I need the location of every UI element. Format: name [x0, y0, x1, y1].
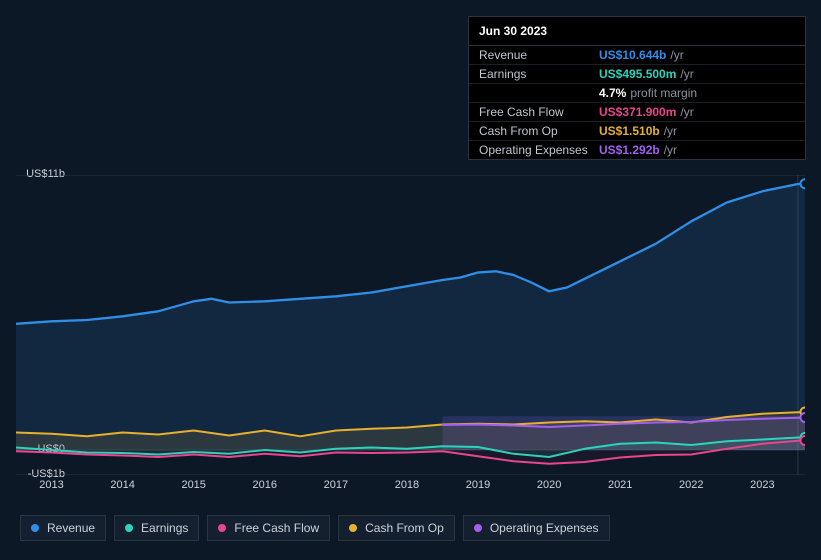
- tooltip-value: US$10.644b: [599, 48, 666, 62]
- tooltip-label: Free Cash Flow: [479, 105, 599, 119]
- tooltip-date: Jun 30 2023: [469, 17, 805, 46]
- legend-dot-icon: [125, 524, 133, 532]
- legend-label: Free Cash Flow: [234, 521, 319, 535]
- tooltip-label: Cash From Op: [479, 124, 599, 138]
- tooltip-unit: /yr: [680, 105, 693, 119]
- x-tick-label: 2013: [39, 479, 63, 491]
- legend-label: Cash From Op: [365, 521, 444, 535]
- tooltip-unit: /yr: [670, 48, 683, 62]
- tooltip-row-cfo: Cash From OpUS$1.510b/yr: [469, 122, 805, 141]
- x-tick-label: 2016: [253, 479, 277, 491]
- tooltip-value: US$1.292b: [599, 143, 660, 157]
- legend-label: Earnings: [141, 521, 188, 535]
- x-tick-label: 2017: [324, 479, 348, 491]
- legend-item-cfo[interactable]: Cash From Op: [338, 515, 455, 541]
- tooltip-value: US$495.500m: [599, 67, 676, 81]
- tooltip-label: Earnings: [479, 67, 599, 81]
- x-tick-label: 2015: [181, 479, 205, 491]
- tooltip-pct: 4.7%: [599, 86, 626, 100]
- x-tick-label: 2021: [608, 479, 632, 491]
- chart-tooltip: Jun 30 2023 RevenueUS$10.644b/yrEarnings…: [468, 16, 806, 160]
- tooltip-unit: /yr: [664, 143, 677, 157]
- x-tick-label: 2014: [110, 479, 134, 491]
- tooltip-value: US$1.510b: [599, 124, 660, 138]
- x-axis-labels: 2013 2014 2015 2016 2017 2018 2019 2020 2021 2022…: [16, 475, 805, 495]
- earnings-chart[interactable]: US$11bUS$0-US$1b 20132014201520162017201…: [16, 155, 805, 500]
- x-tick-label: 2018: [395, 479, 419, 491]
- tooltip-label: Operating Expenses: [479, 143, 599, 157]
- tooltip-row-opex: Operating ExpensesUS$1.292b/yr: [469, 141, 805, 159]
- tooltip-row-fcf: Free Cash FlowUS$371.900m/yr: [469, 103, 805, 122]
- x-tick-label: 2023: [750, 479, 774, 491]
- tooltip-unit: /yr: [664, 124, 677, 138]
- legend-item-revenue[interactable]: Revenue: [20, 515, 106, 541]
- tooltip-value: US$371.900m: [599, 105, 676, 119]
- tooltip-row-earnings: EarningsUS$495.500m/yr: [469, 65, 805, 84]
- x-tick-label: 2019: [466, 479, 490, 491]
- legend-dot-icon: [349, 524, 357, 532]
- x-tick-label: 2020: [537, 479, 561, 491]
- legend-label: Operating Expenses: [490, 521, 599, 535]
- legend-dot-icon: [474, 524, 482, 532]
- tooltip-extra: profit margin: [630, 86, 697, 100]
- legend-dot-icon: [31, 524, 39, 532]
- chart-legend: Revenue Earnings Free Cash Flow Cash From O…: [20, 515, 610, 541]
- tooltip-label: Revenue: [479, 48, 599, 62]
- legend-item-earnings[interactable]: Earnings: [114, 515, 199, 541]
- x-tick-label: 2022: [679, 479, 703, 491]
- legend-item-opex[interactable]: Operating Expenses: [463, 515, 610, 541]
- legend-dot-icon: [218, 524, 226, 532]
- chart-plot-area: [16, 175, 805, 475]
- legend-label: Revenue: [47, 521, 95, 535]
- legend-item-fcf[interactable]: Free Cash Flow: [207, 515, 330, 541]
- tooltip-row-earnings-extra: 4.7% profit margin: [469, 84, 805, 103]
- tooltip-unit: /yr: [680, 67, 693, 81]
- tooltip-row-revenue: RevenueUS$10.644b/yr: [469, 46, 805, 65]
